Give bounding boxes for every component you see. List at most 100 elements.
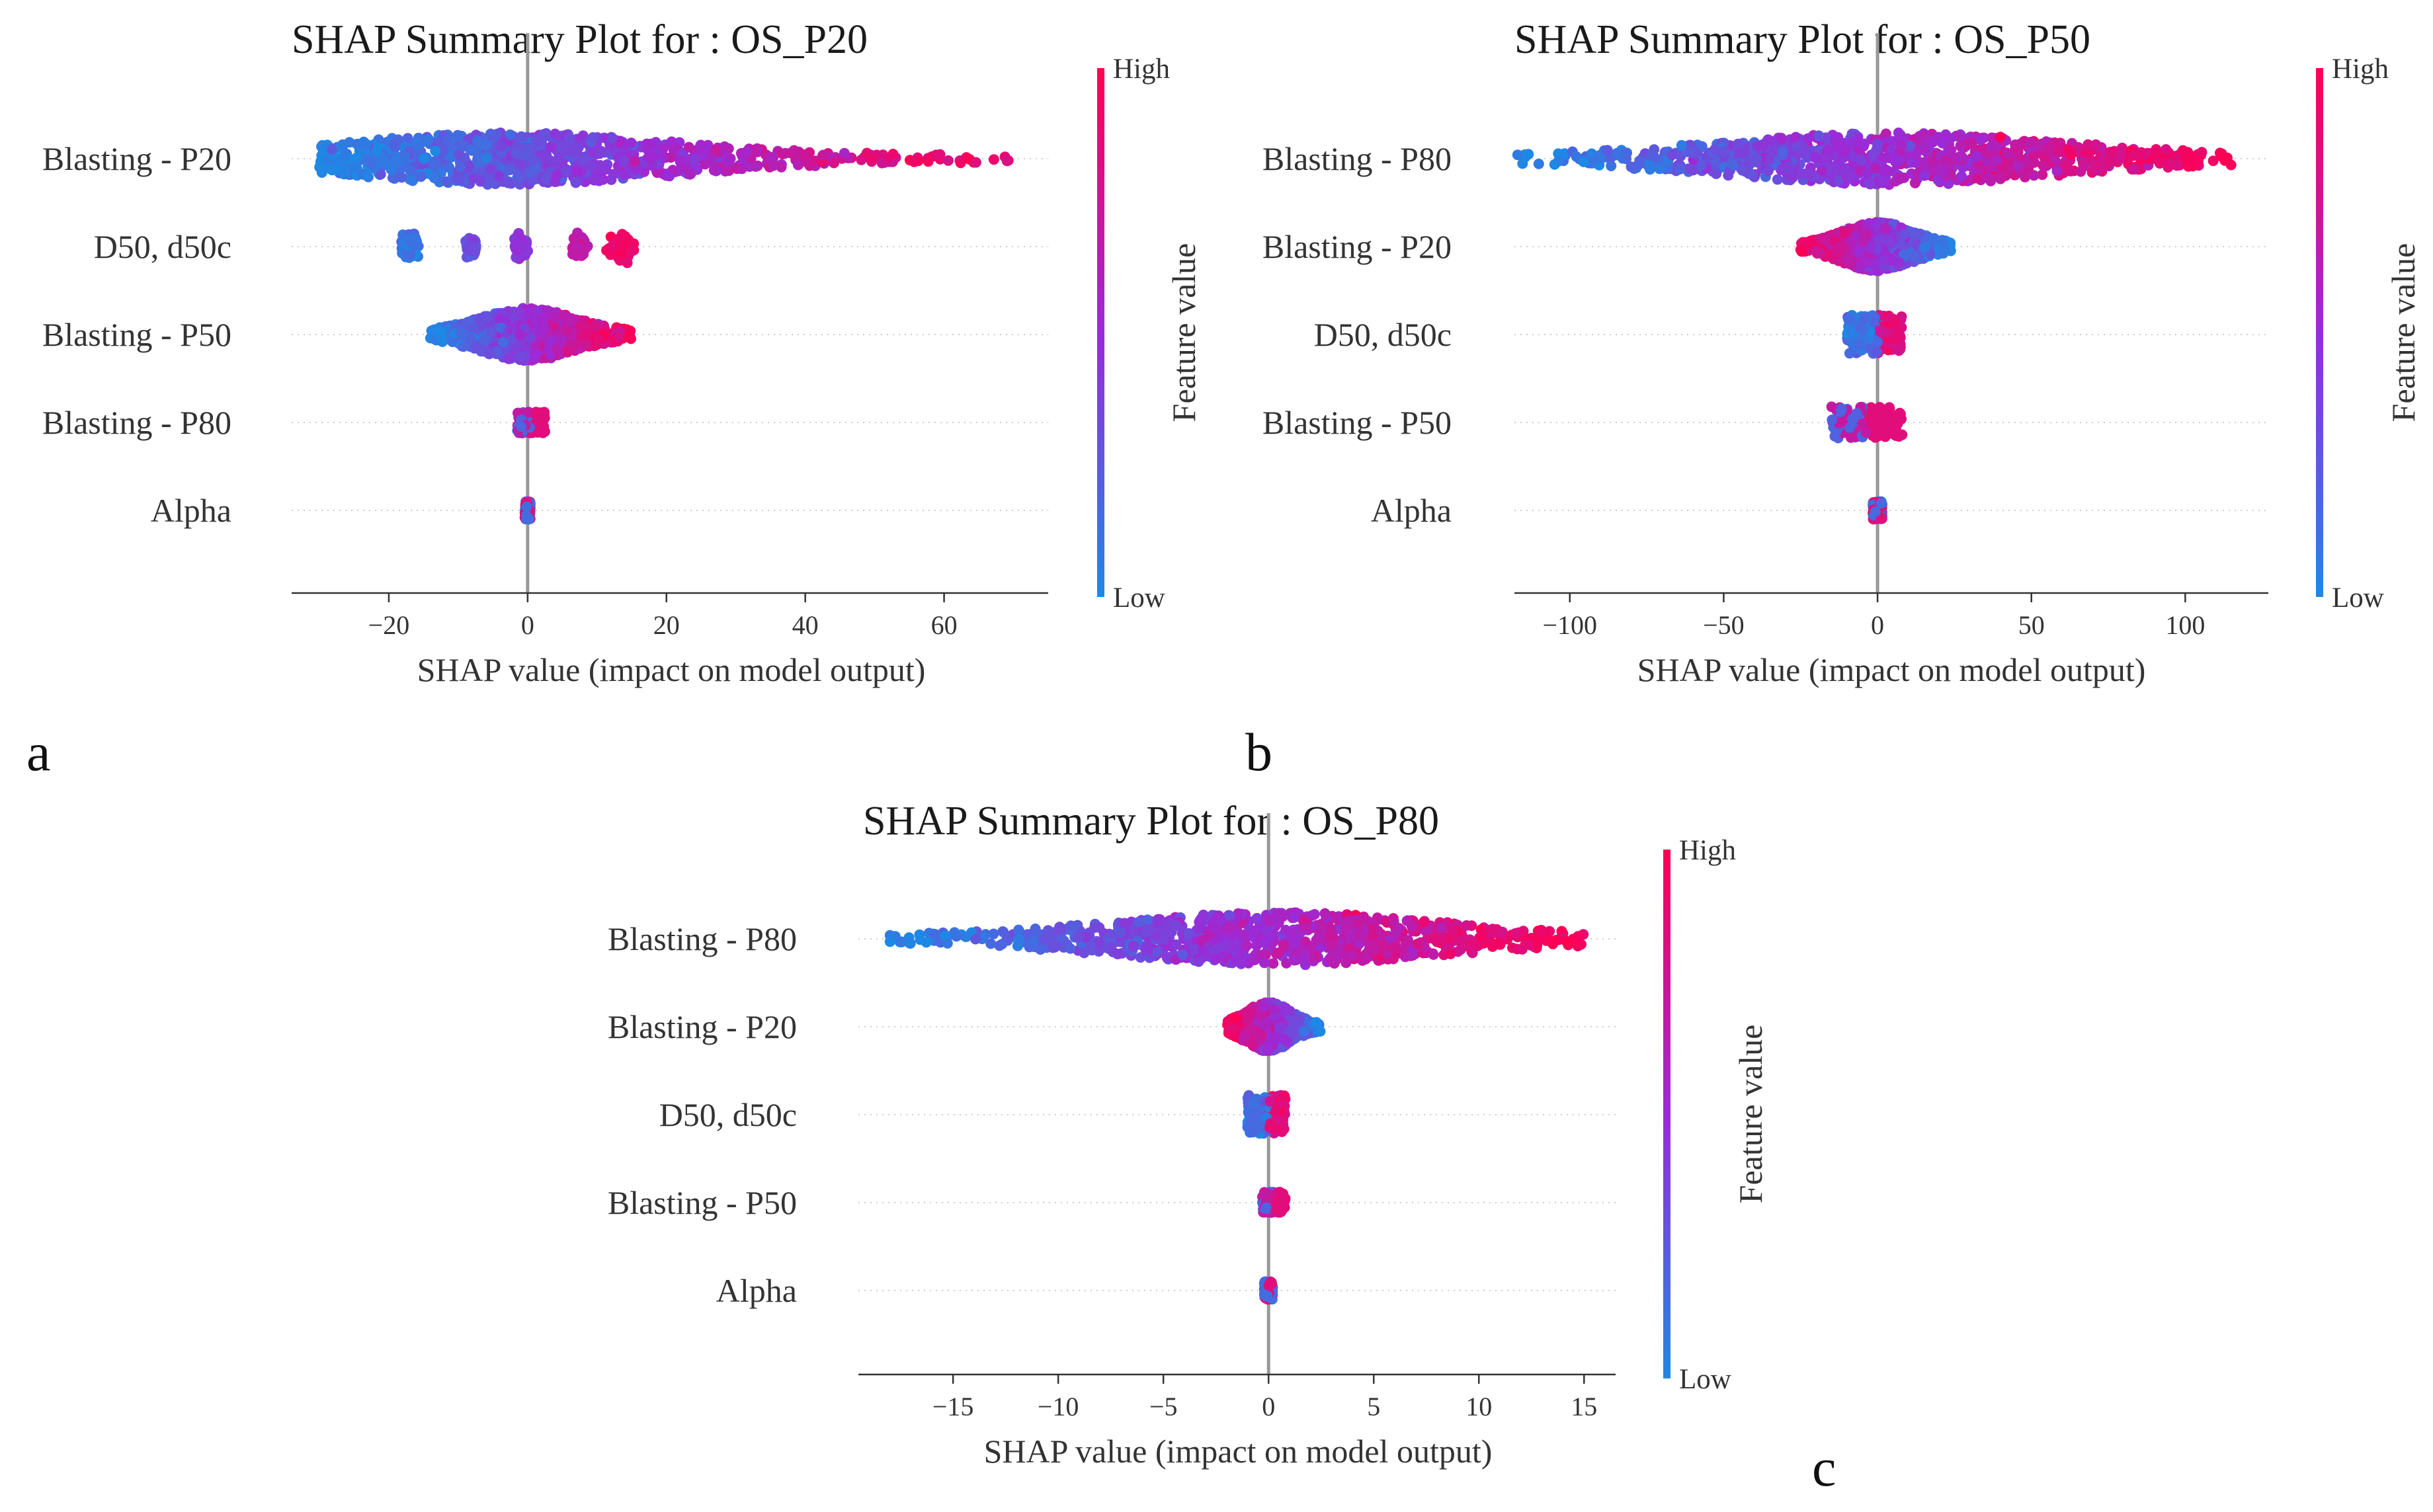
shap-point [1835, 405, 1846, 417]
shap-point [596, 145, 606, 157]
shap-point [581, 338, 592, 349]
shap-point [521, 501, 532, 512]
shap-point [741, 146, 752, 157]
shap-point [468, 173, 479, 184]
shap-point [887, 149, 899, 159]
shap-point [1920, 241, 1931, 253]
shap-point [557, 142, 568, 153]
shap-point [570, 177, 581, 188]
shap-point [1876, 326, 1887, 337]
shap-point [479, 335, 491, 346]
shap-point [1971, 151, 1983, 162]
shap-point [1895, 344, 1906, 355]
shap-point [2052, 145, 2063, 157]
shap-point [626, 138, 637, 149]
shap-point [605, 249, 616, 260]
shap-point [1772, 174, 1783, 185]
shap-point [497, 337, 509, 348]
shap-point [349, 161, 360, 173]
shap-point [454, 174, 466, 185]
shap-point [1879, 407, 1891, 418]
colorbar: High Low Feature value [1097, 54, 1202, 614]
shap-point [1856, 418, 1868, 430]
shap-point [839, 147, 850, 159]
shap-point [1847, 413, 1858, 424]
shap-point [429, 172, 440, 183]
shap-point [647, 151, 659, 162]
x-tick-label: 20 [653, 610, 680, 640]
colorbar-high-label: High [1113, 54, 1170, 85]
shap-point [622, 257, 633, 268]
shap-point [1879, 223, 1891, 234]
shap-point [749, 144, 760, 155]
shap-point [1842, 253, 1854, 264]
shap-point [1985, 141, 1997, 153]
shap-point [1644, 160, 1655, 171]
shap-point [2215, 147, 2225, 159]
panel-letter: b [1245, 722, 1272, 782]
beeswarm-row [519, 496, 536, 525]
shap-point [1993, 172, 2004, 182]
beeswarm-row [396, 227, 639, 268]
feature-label: Blasting - P50 [42, 316, 231, 353]
shap-point [340, 168, 351, 179]
shap-point [1872, 346, 1883, 358]
shap-point [606, 132, 618, 143]
shap-point [1840, 165, 1851, 176]
feature-label: Blasting - P50 [1262, 404, 1452, 441]
shap-point [2013, 160, 2024, 171]
shap-point [399, 151, 411, 163]
shap-point [2075, 166, 2086, 177]
shap-point [651, 167, 663, 179]
shap-point [1828, 235, 1839, 247]
shap-point [1858, 139, 1870, 150]
x-axis-label: SHAP value (impact on model output) [1637, 651, 2146, 688]
shap-point [1613, 149, 1624, 161]
shap-point [437, 145, 448, 157]
shap-point [571, 250, 582, 261]
chart-title: SHAP Summary Plot for : OS_P80 [863, 799, 1439, 844]
shap-point [523, 142, 534, 153]
shap-point [339, 149, 350, 161]
beeswarm-row [1795, 217, 1956, 276]
chart-title: SHAP Summary Plot for : OS_P20 [292, 17, 868, 62]
shap-point [1944, 144, 1956, 155]
shap-point [750, 161, 761, 172]
shap-point [614, 241, 626, 253]
shap-point [736, 163, 747, 175]
beeswarm-row [884, 907, 1589, 971]
shap-point [545, 141, 556, 153]
shap-point [1762, 165, 1774, 177]
shap-point [1533, 158, 1544, 169]
shap-point [723, 143, 734, 154]
shap-point [1853, 339, 1864, 350]
shap-point [817, 149, 829, 161]
shap-point [1895, 140, 1907, 151]
shap-point [684, 168, 695, 179]
shap-point [665, 152, 677, 163]
shap-point [581, 328, 593, 339]
shap-point [1817, 153, 1828, 164]
shap-point [455, 161, 466, 173]
shap-point [1734, 147, 1745, 158]
colorbar-gradient [2316, 68, 2323, 597]
shap-point [503, 353, 515, 364]
shap-point [2116, 148, 2127, 159]
shap-point [418, 153, 429, 164]
shap-point [526, 155, 538, 167]
shap-point [2039, 151, 2050, 163]
shap-point [485, 327, 496, 338]
shap-point [575, 321, 587, 333]
shap-point [390, 141, 401, 153]
shap-point [1876, 175, 1887, 186]
shap-point [1776, 134, 1788, 145]
shap-point [552, 344, 563, 355]
shap-point [1872, 337, 1883, 348]
shap-point [485, 128, 496, 139]
shap-point [493, 171, 505, 182]
shap-point [1975, 134, 1987, 145]
shap-point [1826, 401, 1837, 413]
shap-point [415, 171, 427, 182]
shap-point [455, 327, 466, 338]
